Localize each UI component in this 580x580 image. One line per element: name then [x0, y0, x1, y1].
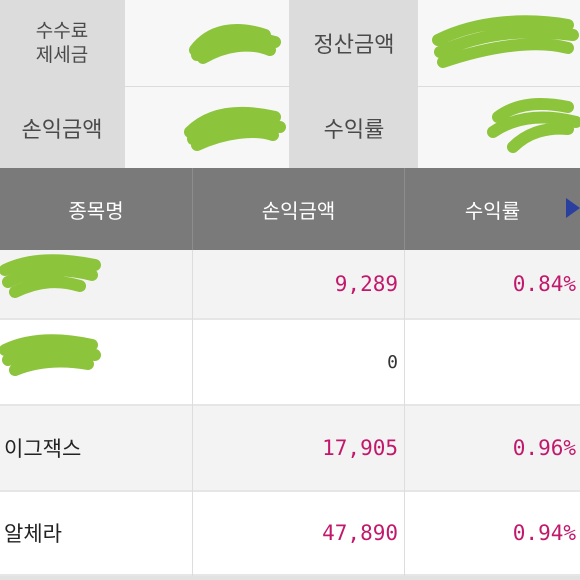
pnl-amount: 47,890	[322, 521, 398, 545]
table-row[interactable]: 9,289 0.84%	[0, 250, 580, 320]
stock-name: 이그잭스	[4, 437, 82, 461]
redaction-scribble	[432, 15, 579, 68]
return-rate: 0.84%	[512, 272, 576, 296]
settlement-label: 정산금액	[291, 0, 417, 86]
redaction-scribble	[184, 106, 286, 151]
return-rate: 0.96%	[512, 436, 576, 460]
header-stock-name[interactable]: 종목명	[68, 198, 124, 223]
pnl-value	[125, 87, 289, 168]
return-label: 수익률	[291, 87, 417, 168]
table-bottom-border	[0, 576, 580, 580]
fee-tax-value	[125, 0, 289, 86]
return-rate	[404, 320, 576, 404]
header-return[interactable]: 수익률	[404, 168, 580, 250]
header-pnl[interactable]: 손익금액	[192, 168, 404, 250]
settlement-value	[418, 0, 580, 86]
table-header: 종목명 손익금액 수익률	[0, 168, 580, 250]
return-value	[418, 87, 580, 168]
table-row[interactable]: 알체라 47,890 0.94%	[0, 492, 580, 576]
pnl-amount: 9,289	[334, 272, 398, 296]
redaction-scribble	[0, 334, 101, 376]
redaction-scribble	[189, 24, 281, 64]
pnl-amount: 0	[387, 351, 398, 373]
summary-panel: 수수료 제세금 정산금액 손익금액 수익률	[0, 0, 580, 168]
table-row[interactable]: 이그잭스 17,905 0.96%	[0, 406, 580, 492]
redaction-scribble	[0, 254, 101, 298]
triangle-right-icon[interactable]	[566, 198, 580, 218]
redaction-scribble	[487, 98, 580, 153]
column-divider	[192, 250, 193, 580]
fee-tax-label: 수수료 제세금	[0, 0, 124, 86]
column-divider	[404, 250, 405, 580]
pnl-label: 손익금액	[0, 87, 124, 168]
return-rate: 0.94%	[512, 521, 576, 545]
tax-label: 제세금	[35, 44, 89, 66]
table-row[interactable]: 0	[0, 320, 580, 406]
fee-label: 수수료	[35, 20, 89, 42]
stock-name: 알체라	[4, 522, 62, 546]
pnl-amount: 17,905	[322, 436, 398, 460]
